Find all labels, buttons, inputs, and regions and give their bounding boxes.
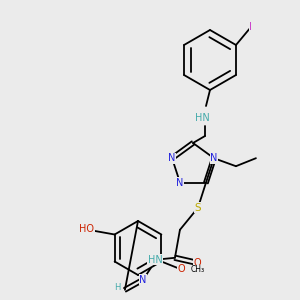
- Text: N: N: [139, 275, 147, 285]
- Text: H: H: [114, 283, 120, 292]
- Text: N: N: [210, 153, 218, 163]
- Text: S: S: [195, 203, 201, 213]
- Text: HN: HN: [148, 255, 162, 265]
- Text: I: I: [250, 22, 253, 32]
- Text: N: N: [168, 153, 176, 163]
- Text: O: O: [193, 258, 201, 268]
- Text: N: N: [176, 178, 184, 188]
- Text: HO: HO: [79, 224, 94, 235]
- Text: HN: HN: [195, 113, 209, 123]
- Text: O: O: [178, 265, 185, 275]
- Text: CH₃: CH₃: [190, 265, 204, 274]
